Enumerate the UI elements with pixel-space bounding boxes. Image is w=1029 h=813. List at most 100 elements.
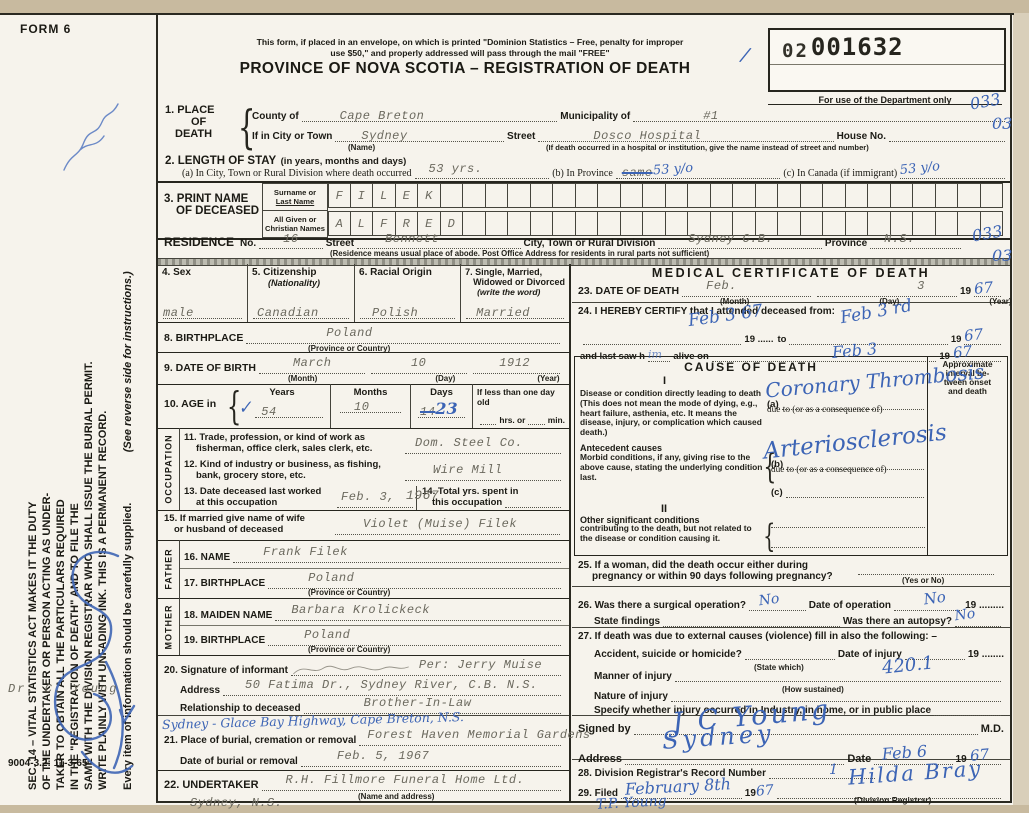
letter-cell [530,183,553,208]
section-external-causes: 27. If death was due to external causes … [572,627,1010,716]
s1-municipality-label: Municipality of [560,111,631,122]
letter-cell [980,211,1003,236]
s26-date-handwritten: No [922,587,947,609]
letter-cell [688,183,711,208]
s16-label: 16. NAME [184,552,231,563]
s15-label: 15. If married give name of wife [164,513,305,524]
letter-cell [823,183,846,208]
letter-cell [620,211,643,236]
dotted-leader [776,798,1001,799]
paper-edge-bottom [0,805,1029,813]
s2-subtitle: (in years, months and days) [280,156,407,167]
s1-municipality-value: #1 [703,109,719,123]
residence-city-value: Sydney C.B. [688,232,774,246]
dotted-leader: Feb. 5, 1967 [300,749,561,767]
letter-cell: L [373,183,396,208]
s7-value: Married [476,306,530,320]
dotted-leader [771,527,925,528]
letter-cell: E [418,211,441,236]
column-divider [569,264,571,803]
dept-code-res-1: 033 [970,221,1004,246]
s5-sublabel: (Nationality) [268,278,321,288]
dotted-leader [633,734,978,735]
s27-label: 27. If death was due to external causes … [578,631,937,642]
dotted-leader: Per: Jerry Muise [290,658,561,676]
s24-saw-year-handwritten: 67 [952,342,973,362]
dotted-leader: Poland [246,326,560,344]
dotted-leader [785,497,924,498]
letter-cell [755,211,778,236]
s10-days-handwritten: 23 [435,399,458,418]
cause-of-death-box: Approximate interval be- tween onset and… [574,356,1008,556]
form-border-bottom [156,801,1012,803]
occupation-group-label: OCCUPATION [163,434,174,504]
cause-b-label: (b) [771,459,784,470]
dotted-leader: 67 [964,325,1001,345]
letter-cell [890,211,913,236]
dotted-leader: Barbara Krolickeck [275,603,561,621]
residence-caption: (Residence means usual place of abode. P… [330,249,710,258]
letter-cell [463,211,486,236]
dotted-leader [858,574,994,575]
letter-cell [665,183,688,208]
dotted-leader: Poland [268,628,561,646]
s3-title: 3. PRINT NAME [164,193,249,205]
dotted-leader: 10 [370,356,468,374]
s27-nature-label: Nature of injury [594,691,668,702]
s15-value: Violet (Muise) Filek [363,517,518,531]
s26-autopsy-handwritten: No [953,605,977,625]
dotted-leader: 67 [952,342,1001,362]
s2-a-value: 53 yrs. [428,162,483,176]
residence-city-label: City, Town or Rural Division [523,238,656,249]
s1-county-value: Cape Breton [339,109,425,123]
letter-cell [688,211,711,236]
antecedent-title: Antecedent causes [580,443,663,453]
section-pregnancy: 25. If a woman, did the death occur eith… [572,558,1010,587]
letter-cell: R [395,211,418,236]
signed-by-label: Signed by [578,723,631,735]
letter-cell: F [373,211,396,236]
section-informant: 20. Signature of informant Per: Jerry Mu… [158,655,569,716]
section-occupation: OCCUPATION 11. Trade, profession, or kin… [158,428,569,511]
s22-city-value: Sydney, N.S. [190,796,283,810]
s17-label: 17. BIRTHPLACE [184,578,266,589]
letter-cell [485,211,508,236]
dotted-leader: N.S. [870,232,961,249]
letter-cell [710,183,733,208]
cause-due2: due to (or as a consequence of) [771,465,887,475]
s10-months-value: 10 [354,400,370,414]
s1-street-value: Dosco Hospital [593,129,702,143]
envelope-note-line2: use $50," and properly addressed will pa… [330,48,610,58]
form-border-top [0,13,1014,15]
md-label: M.D. [980,723,1004,735]
dotted-leader: Feb. 3, [337,490,413,508]
dotted-leader: 67 [969,745,1001,765]
s3-surname-label: Surname or [273,188,317,197]
s22-value: R.H. Fillmore Funeral Home Ltd. [285,773,525,787]
s26-19-label: 19 ......... [965,600,1004,611]
envelope-note-line1: This form, if placed in an envelope, on … [256,37,684,47]
s26-autopsy-label: Was there an autopsy? [842,616,953,627]
s19-label: 19. BIRTHPLACE [184,635,266,646]
section-spouse: 15. If married give name of wife or husb… [158,510,569,541]
s9-year-caption: (Year) [537,374,560,383]
dotted-leader: Sydney C.B. [658,232,822,249]
registration-stamp-box: 02 001632 [768,28,1006,92]
interval-caption: Approximate [942,360,993,369]
s1-name-caption: (Name) [348,143,376,152]
s21-place-value: Forest Haven Memorial Gardens [367,728,591,742]
residence-province-value: N.S. [884,232,915,246]
margin-signature-scribble [53,550,136,774]
father-group-label: FATHER [163,548,174,590]
s13-year-value: 1967 [406,488,440,503]
residence-street-value: Bennett [385,232,439,246]
cause-c-label: (c) [771,487,783,498]
s27-accident-label: Accident, suicide or homicide? [594,649,742,660]
letter-cell [778,183,801,208]
letter-cell: A [328,211,351,236]
letter-cell [598,211,621,236]
letter-cell [440,183,463,208]
s7-label: 7. Single, Married, [465,267,543,277]
